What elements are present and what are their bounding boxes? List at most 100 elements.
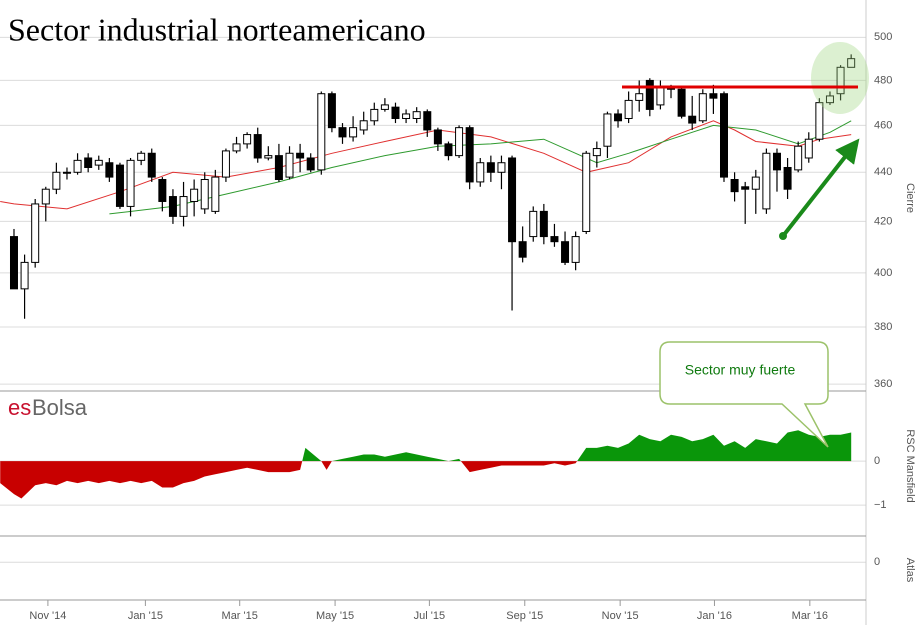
candle-body [391,106,400,119]
y-tick-label: 360 [874,378,892,390]
y-tick-label: 500 [874,31,892,43]
candle-body [603,113,612,147]
candle-body [274,155,283,181]
candle-body [656,86,665,106]
candle-body [592,148,601,157]
candle-body [306,157,315,171]
candle-body [73,159,82,173]
x-tick-label: Sep '15 [506,610,543,622]
candle-body [243,134,252,145]
moving-average [109,120,852,215]
candle-body [349,127,358,138]
candle-body [359,120,368,131]
y-axis-label: Atlas [904,558,916,583]
candle-body [31,203,40,263]
candle-body [624,99,633,119]
x-tick-label: May '15 [316,610,354,622]
highlight-circle [811,42,869,114]
candle-body [550,236,559,243]
y-axis-label: Cierre [904,183,916,213]
callout [659,341,829,448]
candle-body [158,179,167,202]
candle-body [126,159,135,207]
candle-body [317,93,326,171]
candle-body [751,176,760,190]
candle-body [836,66,845,95]
candle-body [444,143,453,157]
candle-body [402,113,411,119]
candle-body [804,138,813,159]
area-negative [0,461,852,499]
candle-body [190,188,199,202]
arrow-tail [779,232,787,240]
candle-body [285,152,294,178]
candle-body [455,127,464,157]
candle-body [815,102,824,140]
candle-body [62,171,71,174]
y-tick-label: −1 [874,499,887,511]
candle-body [264,155,273,159]
candle-body [741,186,750,190]
candle-body [614,113,623,122]
candle-body [772,152,781,171]
y-tick-label: 460 [874,119,892,131]
y-tick-label: 480 [874,74,892,86]
candle-body [179,196,188,217]
candle-body [20,261,29,290]
y-tick-label: 440 [874,166,892,178]
candle-body [147,152,156,178]
x-tick-label: Mar '15 [222,610,258,622]
candle-body [730,179,739,193]
y-tick-label: 0 [874,455,880,467]
candle-body [635,93,644,101]
brand-es: es [8,395,31,420]
candle-body [52,171,61,190]
candle-body [423,111,432,131]
x-tick-label: Jan '15 [128,610,163,622]
x-tick-label: Mar '16 [792,610,828,622]
candle-body [783,166,792,190]
candle-body [497,162,506,173]
candle-body [582,152,591,232]
x-tick-label: Nov '14 [29,610,66,622]
candle-body [688,115,697,124]
moving-average [0,120,852,210]
candle-body [115,164,124,207]
candle-body [296,152,305,159]
callout-text: Sector muy fuerte [685,362,796,378]
area-positive [302,430,852,461]
candle-body [168,196,177,217]
candle-body [94,159,103,166]
candle-body [338,127,347,138]
candle-body [370,108,379,122]
candle-body [698,93,707,122]
candle-body [571,236,580,263]
y-tick-label: 420 [874,215,892,227]
candle-body [508,157,517,243]
candle-body [327,93,336,129]
candle-body [825,95,834,104]
candle-body [719,93,728,178]
y-tick-label: 400 [874,267,892,279]
candle-body [476,162,485,183]
candle-body [221,150,230,178]
candle-body [762,152,771,210]
candle-body [677,88,686,117]
candle-body [380,104,389,110]
candle-body [539,210,548,238]
y-tick-label: 380 [874,321,892,333]
brand-bolsa: Bolsa [32,395,88,420]
candle-body [232,143,241,152]
candle-body [465,127,474,183]
candle-body [84,157,93,168]
candle-body [211,176,220,212]
candle-body [9,236,18,290]
candle-body [200,179,209,210]
candle-body [518,241,527,258]
candle-body [645,79,654,110]
candle-body [105,162,114,178]
y-tick-label: 0 [874,556,880,568]
x-tick-label: Jul '15 [414,610,445,622]
candle-body [486,162,495,173]
